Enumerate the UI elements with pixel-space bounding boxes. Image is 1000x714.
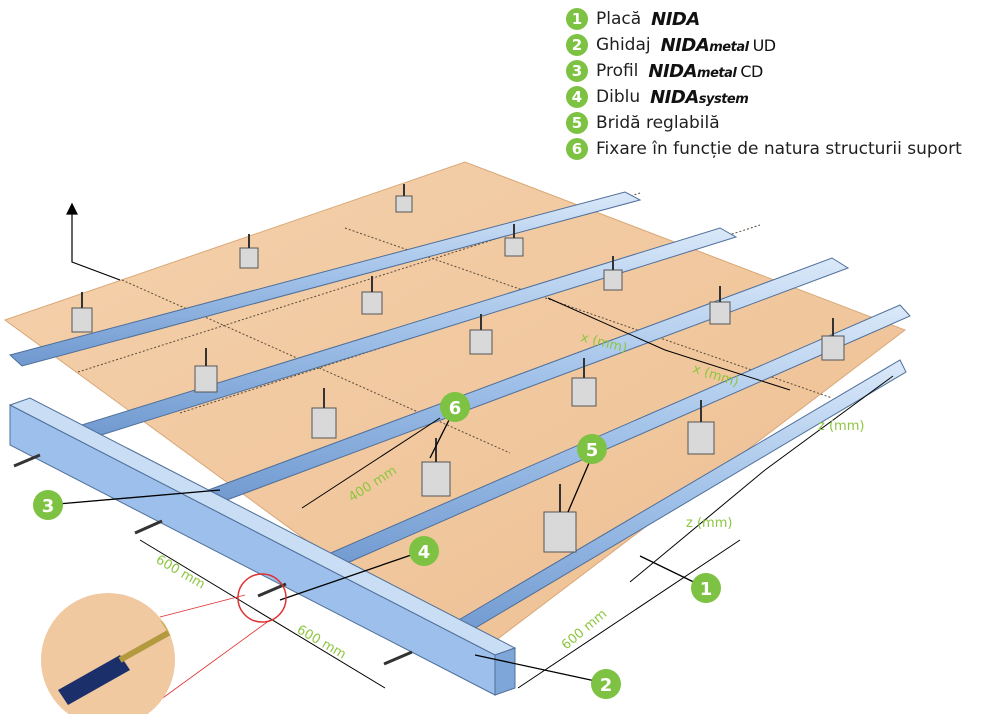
- callouts: 1 2 3 4 5 6: [33, 392, 721, 699]
- adjustable-hanger: [361, 276, 383, 315]
- brand-logo: NIDA: [651, 8, 700, 30]
- adjustable-hanger: [687, 400, 715, 455]
- dimension-600-label: 600 mm: [153, 552, 208, 592]
- legend-number: 1: [566, 8, 588, 30]
- legend-number: 2: [566, 34, 588, 56]
- callout-number: 5: [586, 440, 599, 461]
- legend-label: Profil: [596, 61, 639, 81]
- adjustable-hanger: [603, 256, 623, 291]
- anchor: [383, 650, 413, 666]
- callout-4: 4: [409, 536, 439, 566]
- anchor: [13, 453, 41, 468]
- dimension-600-label: 600 mm: [294, 622, 349, 662]
- adjustable-hanger: [504, 224, 524, 257]
- legend-number: 4: [566, 86, 588, 108]
- callout-3: 3: [33, 490, 63, 520]
- legend-number: 6: [566, 138, 588, 160]
- brand-name: NIDA: [648, 60, 698, 82]
- legend-item: 4 Diblu NIDAsystem: [566, 84, 996, 110]
- adjustable-hanger: [469, 314, 493, 355]
- callout-number: 3: [42, 496, 55, 517]
- wall-anchors: [13, 453, 413, 666]
- legend-label: Diblu: [596, 87, 641, 107]
- adjustable-hanger: [709, 286, 731, 325]
- brand-logo: NIDAmetal UD: [661, 35, 776, 56]
- anchor-zoom-detail: [41, 573, 287, 714]
- dimension-lines: [139, 297, 894, 689]
- callout-number: 2: [600, 675, 613, 696]
- brand-sub: system: [698, 91, 749, 107]
- callout-number: 4: [418, 542, 431, 563]
- adjustable-hanger: [395, 184, 413, 213]
- legend-item: 3 Profil NIDAmetal CD: [566, 58, 996, 84]
- legend: 1 Placă NIDA 2 Ghidaj NIDAmetal UD 3 Prof…: [566, 6, 996, 162]
- dimension-z-label: z (mm): [686, 516, 732, 531]
- callout-2: 2: [591, 669, 621, 699]
- cd-profiles: [8, 191, 911, 641]
- adjustable-hanger: [194, 348, 218, 393]
- anchor: [134, 519, 163, 535]
- adjustable-hanger: [311, 388, 337, 439]
- callout-number: 6: [449, 398, 462, 419]
- legend-item: 6 Fixare în funcție de natura structurii…: [566, 136, 996, 162]
- adjustable-hanger: [421, 438, 451, 497]
- legend-item: 1 Placă NIDA: [566, 6, 996, 32]
- brand-sub: metal: [697, 65, 737, 81]
- legend-label: Bridă reglabilă: [596, 113, 720, 133]
- legend-item: 2 Ghidaj NIDAmetal UD: [566, 32, 996, 58]
- hangers: [71, 184, 845, 553]
- adjustable-hanger: [571, 358, 597, 407]
- callout-number: 1: [700, 579, 713, 600]
- brand-sub: metal: [709, 39, 749, 55]
- dimension-600-label: 600 mm: [559, 607, 610, 653]
- legend-number: 3: [566, 60, 588, 82]
- direction-arrow: [66, 202, 121, 281]
- dimension-z-label: z (mm): [818, 419, 864, 434]
- callout-6: 6: [440, 392, 470, 422]
- legend-label: Fixare în funcție de natura structurii s…: [596, 139, 962, 159]
- anchor: [257, 582, 287, 598]
- callout-1: 1: [691, 573, 721, 603]
- brand-suffix: CD: [740, 61, 763, 81]
- leader-lines: [57, 407, 707, 683]
- adjustable-hanger: [71, 292, 93, 333]
- adjustable-hanger: [239, 234, 259, 269]
- brand-name: NIDA: [660, 34, 710, 56]
- ud-guide-rail: [8, 397, 517, 696]
- legend-number: 5: [566, 112, 588, 134]
- brand-logo: NIDAmetal CD: [648, 60, 763, 82]
- cd-profile: [8, 191, 642, 367]
- brand-logo: NIDAsystem: [650, 86, 749, 108]
- adjustable-hanger: [821, 318, 845, 361]
- callout-5: 5: [577, 434, 607, 464]
- legend-label: Ghidaj: [596, 35, 651, 55]
- brand-suffix: UD: [752, 35, 777, 55]
- brand-name: NIDA: [650, 86, 699, 108]
- adjustable-hanger: [543, 484, 577, 553]
- legend-label: Placă: [596, 9, 642, 29]
- legend-item: 5 Bridă reglabilă: [566, 110, 996, 136]
